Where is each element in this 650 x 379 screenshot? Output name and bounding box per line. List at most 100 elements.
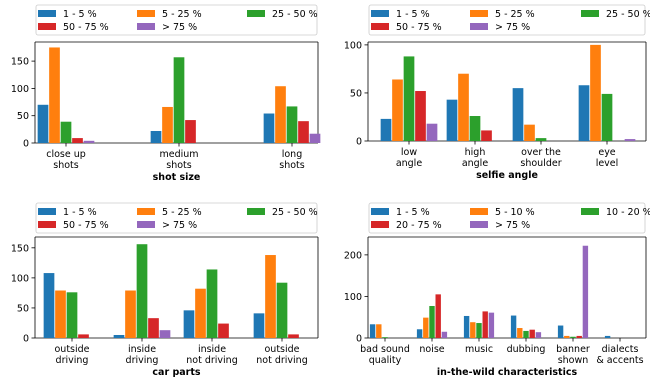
- legend-label: 5 - 25 %: [162, 207, 202, 218]
- legend-label: > 75 %: [495, 220, 530, 231]
- bar: [590, 44, 601, 141]
- x-tick-label: noise: [419, 344, 444, 355]
- bar: [481, 130, 492, 141]
- legend-swatch: [38, 208, 56, 215]
- legend-swatch: [137, 23, 155, 30]
- bar: [113, 334, 125, 338]
- legend-label: 5 - 10 %: [495, 207, 535, 218]
- x-tick-label: close up shots: [46, 149, 86, 171]
- x-tick-label: inside not driving: [186, 344, 237, 366]
- bar: [529, 329, 535, 338]
- bar: [446, 99, 458, 141]
- bar: [482, 311, 488, 338]
- legend-label: 25 - 50 %: [272, 9, 318, 20]
- bar: [458, 73, 469, 141]
- y-tick-label: 0: [23, 334, 29, 345]
- y-tick-label: 100: [11, 273, 29, 284]
- legend-label: 50 - 75 %: [63, 220, 109, 231]
- bar: [253, 313, 265, 338]
- x-tick-label: outside not driving: [256, 344, 307, 366]
- bar: [369, 324, 376, 338]
- bar: [195, 288, 206, 338]
- x-axis-label: selfie angle: [476, 170, 538, 181]
- x-tick-label: dialects & accents: [596, 344, 643, 366]
- bar: [426, 123, 438, 141]
- legend-label: 25 - 50 %: [272, 207, 318, 218]
- bar: [66, 292, 78, 338]
- x-axis-label: car parts: [152, 367, 200, 378]
- bar: [557, 325, 564, 338]
- x-tick-label: medium shots: [159, 149, 198, 171]
- y-tick-label: 100: [11, 84, 29, 95]
- legend-label: 1 - 5 %: [63, 207, 97, 218]
- legend-swatch: [371, 23, 389, 30]
- bar: [564, 335, 570, 338]
- bar: [72, 138, 83, 143]
- bar: [469, 116, 481, 141]
- bar: [55, 290, 66, 338]
- bar: [441, 331, 448, 338]
- x-tick-label: outside driving: [54, 344, 89, 366]
- chart-panel-3: 1 - 5 % 5 - 25 % 25 - 50 % 50 - 75 % > 75 % 0…: [11, 202, 319, 378]
- legend-box: [35, 202, 318, 234]
- bar: [524, 124, 535, 141]
- y-tick-label: 100: [344, 292, 362, 303]
- bar: [83, 140, 95, 143]
- bar: [392, 79, 403, 141]
- bar: [582, 245, 589, 338]
- y-tick-label: 0: [356, 137, 362, 148]
- bar: [309, 133, 321, 143]
- bar: [136, 244, 148, 338]
- bar: [185, 120, 196, 143]
- bar: [206, 269, 218, 338]
- y-tick-label: 150: [11, 243, 29, 254]
- bar: [517, 328, 523, 338]
- bar: [125, 290, 136, 338]
- legend-label: 50 - 75 %: [63, 22, 109, 33]
- y-tick-label: 150: [11, 57, 29, 68]
- legend-swatch: [38, 23, 56, 30]
- bar: [60, 121, 72, 143]
- y-tick-label: 200: [344, 250, 362, 261]
- legend-box: [368, 202, 646, 234]
- legend-label: > 75 %: [495, 22, 530, 33]
- bar: [162, 106, 173, 143]
- bar: [263, 113, 275, 143]
- bar: [382, 337, 388, 338]
- x-tick-label: high angle: [462, 147, 489, 169]
- y-tick-label: 0: [23, 139, 29, 150]
- legend-label: 10 - 20 %: [606, 207, 650, 218]
- bar: [604, 335, 611, 338]
- bar: [150, 130, 162, 143]
- legend-label: 50 - 75 %: [396, 22, 442, 33]
- bar: [183, 310, 195, 338]
- legend-swatch: [470, 10, 488, 17]
- bar: [159, 330, 171, 338]
- bar: [488, 312, 495, 338]
- bar: [415, 91, 426, 141]
- bar: [298, 121, 309, 143]
- bar: [576, 335, 582, 338]
- bar: [435, 294, 441, 338]
- bar: [470, 322, 476, 338]
- y-tick-label: 50: [17, 303, 29, 314]
- bar: [416, 329, 423, 338]
- legend-box: [368, 4, 646, 36]
- x-tick-label: banner shown: [556, 344, 590, 366]
- legend-label: 25 - 50 %: [606, 9, 650, 20]
- bar: [288, 334, 299, 338]
- legend-swatch: [470, 23, 488, 30]
- legend-swatch: [371, 221, 389, 228]
- legend-swatch: [38, 221, 56, 228]
- bar: [265, 255, 276, 338]
- legend-box: [35, 4, 318, 36]
- x-tick-label: inside driving: [126, 344, 159, 366]
- bar: [286, 106, 298, 143]
- bar: [173, 57, 185, 144]
- legend-swatch: [470, 221, 488, 228]
- bar: [49, 47, 60, 144]
- legend-swatch: [581, 208, 599, 215]
- bar: [78, 334, 89, 338]
- x-tick-label: long shots: [279, 149, 305, 171]
